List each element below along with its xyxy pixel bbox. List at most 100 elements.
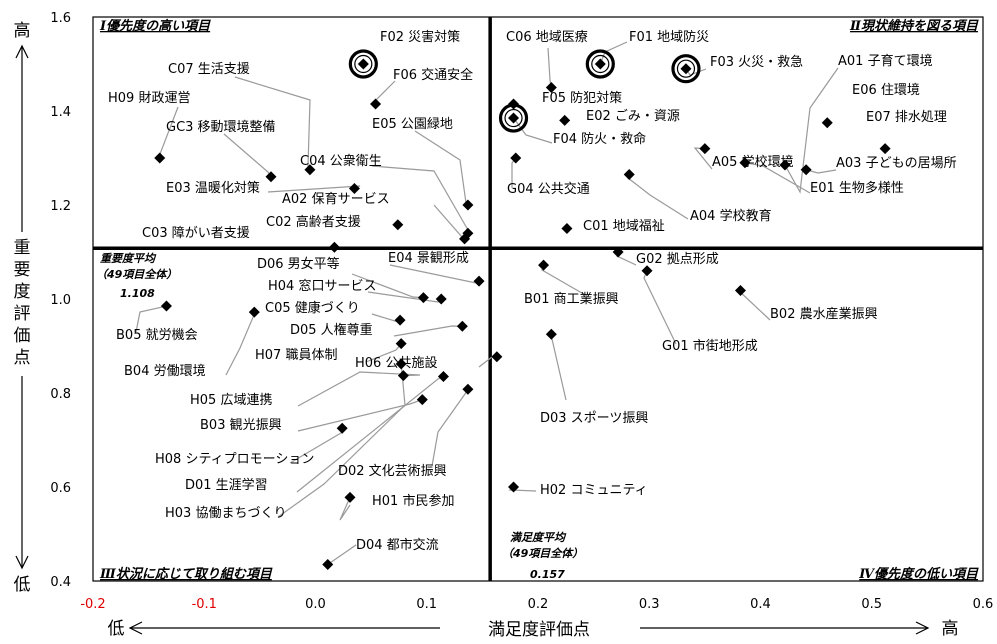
leader-line [431, 388, 469, 467]
x-tick-label: -0.1 [192, 597, 217, 612]
data-point-diamond [456, 320, 468, 332]
data-point-diamond [491, 351, 503, 363]
y-axis-title-char: 価 [14, 326, 31, 346]
data-point-diamond [612, 246, 624, 258]
y-tick-label: 1.2 [50, 199, 71, 214]
quadrant-title: Ⅳ優先度の低い項目 [858, 566, 979, 582]
data-point-diamond [395, 338, 407, 350]
leader-line [433, 204, 465, 240]
data-point-diamond [473, 275, 485, 287]
y-low-label: 低 [14, 575, 31, 595]
point-label: C02 高齢者支援 [266, 214, 361, 230]
data-point-diamond [508, 112, 520, 124]
point-label: E06 住環境 [852, 83, 920, 98]
x-arrow-left-head [128, 621, 143, 635]
data-point-diamond [336, 422, 348, 434]
point-label: A04 学校教育 [690, 208, 772, 224]
x-axis-title: 満足度評価点 [488, 620, 590, 640]
x-high-label: 高 [942, 619, 959, 639]
priority-circle [498, 103, 529, 133]
leader-line [223, 133, 272, 178]
y-axis-title-char: 点 [14, 348, 31, 368]
data-point-diamond [538, 259, 550, 271]
y-arrow-down-head [15, 555, 29, 570]
data-point-diamond [510, 152, 522, 164]
quadrant-title: Ⅲ状況に応じて取り組む項目 [99, 566, 273, 582]
plot-border [92, 16, 984, 582]
data-point-diamond [623, 168, 635, 180]
leader-line [550, 334, 567, 401]
annotations: Ⅰ優先度の高い項目 Ⅱ現状維持を図る項目 Ⅲ状況に応じて取り組む項目 Ⅳ優先度の低い項… [14, 18, 979, 640]
point-label: E03 温暖化対策 [166, 180, 260, 196]
data-point-diamond [462, 383, 474, 395]
x-tick-label: 0.0 [305, 597, 326, 612]
x-tick-label: 0.1 [416, 597, 437, 612]
satisfaction-average-note: （49項目全体） [502, 547, 583, 560]
leader-line [389, 264, 480, 284]
satisfaction-average-title: 満足度平均 [510, 531, 567, 544]
data-point-diamond [699, 143, 711, 155]
data-point-diamond [394, 314, 406, 326]
y-axis-title-char: 重 [14, 238, 31, 258]
priority-circle [585, 49, 615, 79]
importance-average-note: （49項目全体） [96, 268, 177, 281]
point-label: H06 公共施設 [355, 355, 437, 371]
data-point-diamond [437, 371, 449, 383]
point-label: G04 公共交通 [507, 181, 590, 197]
y-high-label: 高 [14, 21, 31, 41]
leader-line [414, 130, 469, 206]
data-point-diamond [357, 58, 369, 70]
data-point-diamond [559, 114, 571, 126]
data-point-diamond [680, 63, 692, 75]
data-point-diamond [348, 183, 360, 195]
leader-line [327, 544, 357, 566]
point-label: F05 防犯対策 [542, 90, 622, 106]
point-label: A02 保育サービス [282, 191, 390, 207]
x-tick-label: -0.2 [80, 597, 105, 612]
point-label: F02 災害対策 [380, 29, 460, 45]
point-label: H04 窓口サービス [268, 278, 376, 294]
quadrant-title: Ⅱ現状維持を図る項目 [849, 18, 979, 34]
point-label: G02 拠点形成 [636, 252, 719, 267]
data-points [154, 49, 891, 571]
y-tick-label: 0.6 [50, 481, 71, 496]
importance-average-title: 重要度平均 [100, 252, 157, 265]
point-label: B04 労働環境 [124, 364, 206, 379]
point-label: A01 子育て環境 [838, 53, 933, 69]
data-point-diamond [594, 58, 606, 70]
data-point-diamond [265, 171, 277, 183]
point-label: H08 シティプロモーション [155, 452, 314, 467]
y-axis-title-char: 度 [14, 282, 31, 302]
leader-line [643, 270, 677, 345]
data-point-diamond [344, 491, 356, 503]
priority-circle [671, 54, 701, 84]
priority-circle [348, 49, 378, 79]
data-point-diamond [462, 199, 474, 211]
y-axis-title-char: 評 [14, 304, 31, 324]
leader-line [277, 363, 406, 518]
point-label: F04 防火・救命 [553, 131, 646, 147]
priority-circle-inner [354, 54, 373, 74]
point-label: A03 子どもの居場所 [836, 156, 957, 171]
leader-line [744, 162, 811, 194]
point-label: D04 都市交流 [356, 537, 439, 553]
y-tick-label: 0.4 [50, 575, 71, 590]
data-point-diamond [459, 233, 471, 245]
point-label: B01 商工業振興 [524, 291, 619, 307]
point-label: H09 財政運営 [108, 91, 190, 106]
satisfaction-average-value: 0.157 [530, 568, 565, 581]
data-point-diamond [392, 219, 404, 231]
data-point-diamond [734, 285, 746, 297]
data-point-diamond [416, 394, 428, 406]
leader-line [297, 399, 423, 432]
point-label: H07 職員体制 [255, 348, 337, 363]
y-tick-label: 0.8 [50, 387, 71, 402]
point-label: C07 生活支援 [168, 62, 250, 77]
x-tick-label: 0.6 [973, 597, 994, 612]
point-label: C04 公衆衛生 [300, 153, 382, 169]
x-tick-label: 0.4 [750, 597, 771, 612]
data-point-diamond [779, 159, 791, 171]
point-label: F01 地域防災 [629, 29, 709, 45]
point-label: E04 景観形成 [388, 251, 469, 266]
data-point-diamond [154, 152, 166, 164]
